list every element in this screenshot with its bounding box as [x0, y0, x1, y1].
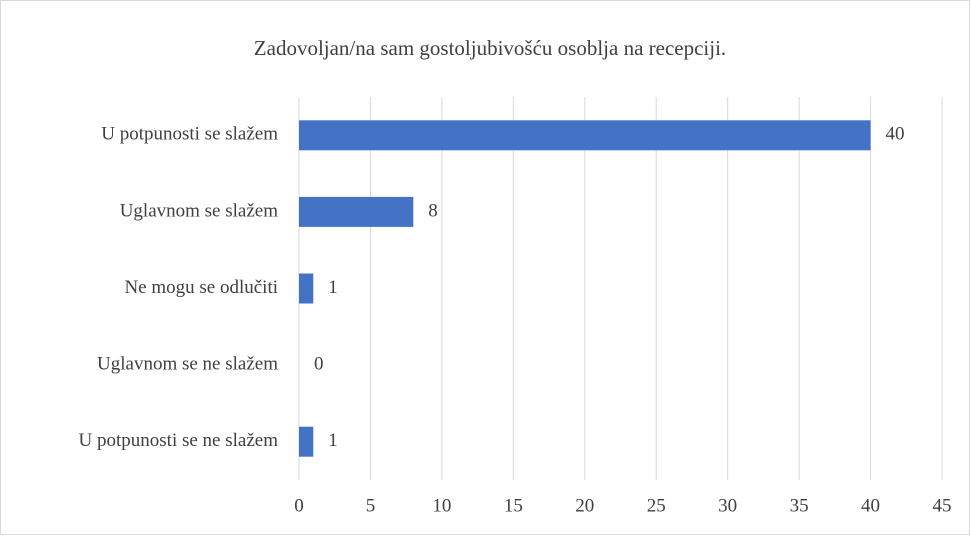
y-tick-label: Uglavnom se slažem [120, 200, 279, 221]
bar [299, 426, 314, 457]
x-tick-label: 30 [718, 495, 737, 516]
x-tick-label: 0 [294, 495, 304, 516]
bar [299, 273, 314, 304]
x-tick-label: 35 [790, 495, 809, 516]
chart-title: Zadovoljan/na sam gostoljubivošću osoblj… [254, 36, 726, 60]
data-label: 0 [314, 353, 324, 374]
y-tick-label: U potpunosti se slažem [101, 124, 278, 145]
data-label: 40 [886, 124, 905, 145]
x-tick-label: 45 [933, 495, 952, 516]
x-tick-label: 40 [861, 495, 880, 516]
x-tick-label: 10 [432, 495, 451, 516]
bar [299, 196, 414, 227]
x-tick-label: 5 [366, 495, 376, 516]
y-tick-label: Uglavnom se ne slažem [97, 353, 278, 374]
y-tick-label: Ne mogu se odlučiti [124, 277, 278, 298]
data-label: 1 [328, 277, 338, 298]
data-label: 1 [328, 430, 338, 451]
x-tick-label: 20 [575, 495, 594, 516]
x-tick-label: 25 [647, 495, 666, 516]
bar [299, 120, 871, 151]
y-tick-label: U potpunosti se ne slažem [79, 430, 279, 451]
x-tick-label: 15 [504, 495, 523, 516]
data-label: 8 [428, 200, 438, 221]
